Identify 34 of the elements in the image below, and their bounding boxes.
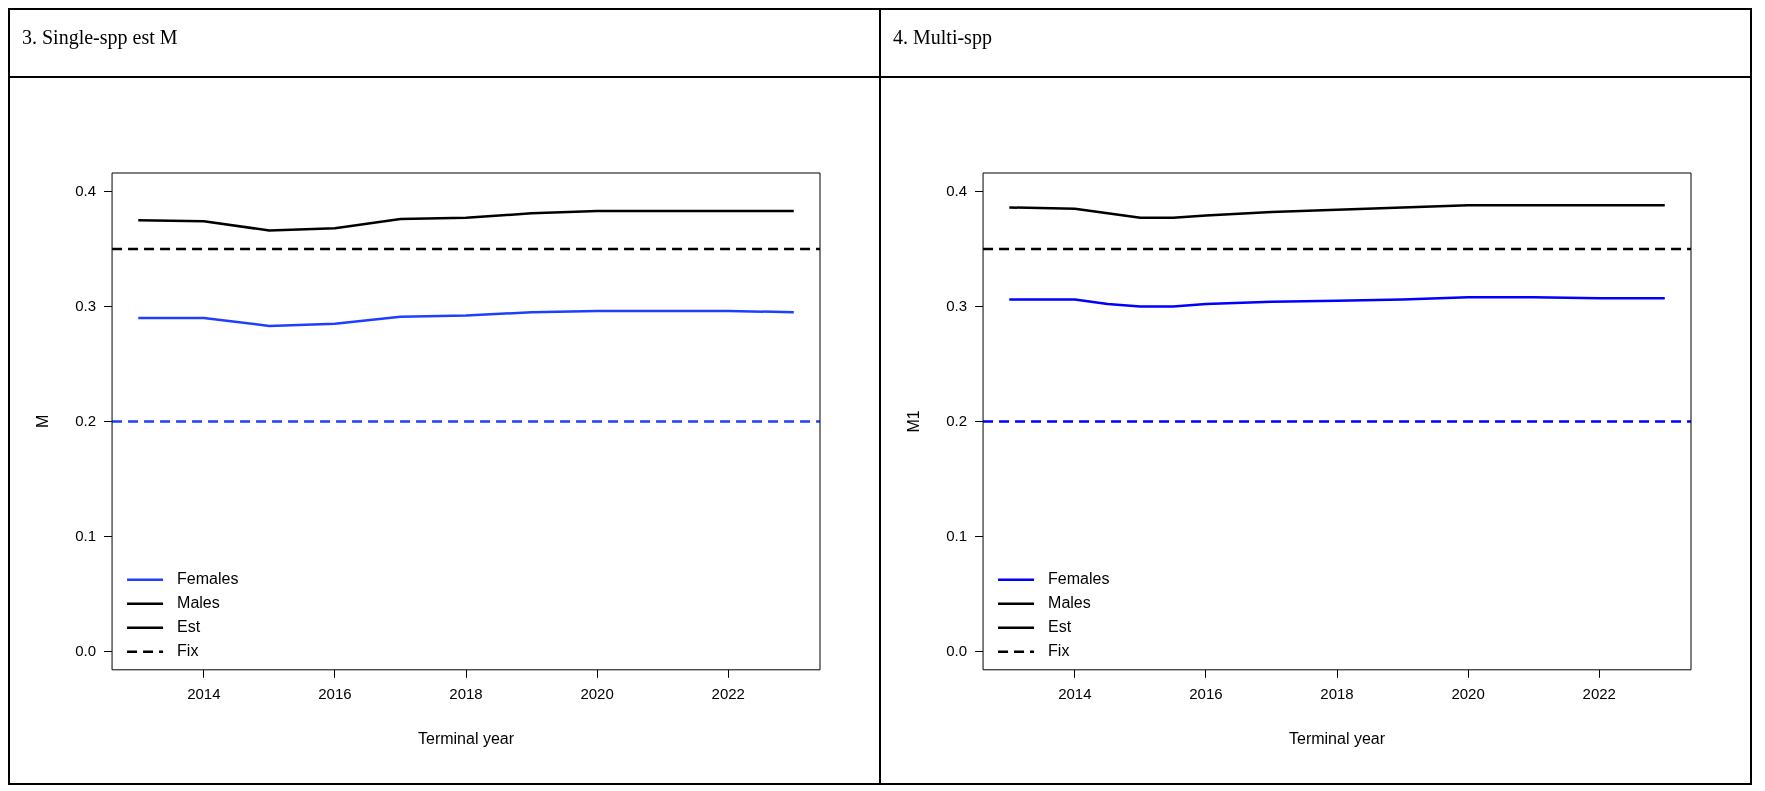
y-tick-label: 0.0: [75, 641, 97, 659]
x-tick-label: 2022: [1582, 684, 1616, 702]
x-tick-label: 2022: [711, 684, 745, 702]
x-tick-label: 2020: [580, 684, 614, 702]
x-tick-label: 2018: [449, 684, 483, 702]
y-tick-label: 0.1: [946, 526, 968, 544]
x-axis-title: Terminal year: [418, 729, 515, 747]
x-axis-title: Terminal year: [1289, 729, 1386, 747]
legend-label: Fix: [1048, 642, 1070, 660]
y-tick-label: 0.2: [946, 411, 968, 429]
y-tick-label: 0.3: [946, 296, 968, 314]
x-tick-label: 2018: [1320, 684, 1354, 702]
x-tick-label: 2014: [187, 684, 221, 702]
y-tick-label: 0.4: [946, 181, 968, 199]
chart-title: 4. Multi-spp: [881, 10, 1750, 78]
legend-label: Females: [1048, 570, 1110, 588]
x-tick-label: 2016: [1189, 684, 1223, 702]
legend-label: Males: [177, 594, 220, 612]
legend-label: Females: [177, 570, 239, 588]
x-tick-label: 2016: [318, 684, 352, 702]
x-tick-label: 2014: [1058, 684, 1092, 702]
legend-label: Males: [1048, 594, 1091, 612]
y-tick-label: 0.1: [75, 526, 97, 544]
x-tick-label: 2020: [1451, 684, 1485, 702]
y-axis-title: M1: [905, 410, 923, 433]
y-tick-label: 0.3: [75, 296, 97, 314]
y-tick-label: 0.2: [75, 411, 97, 429]
y-tick-label: 0.4: [75, 181, 97, 199]
annotation: Est: [1048, 618, 1072, 636]
annotation: Est: [177, 618, 201, 636]
y-tick-label: 0.0: [946, 641, 968, 659]
legend-label: Fix: [177, 642, 199, 660]
y-axis-title: M: [34, 414, 52, 429]
chart-title: 3. Single-spp est M: [10, 10, 879, 78]
